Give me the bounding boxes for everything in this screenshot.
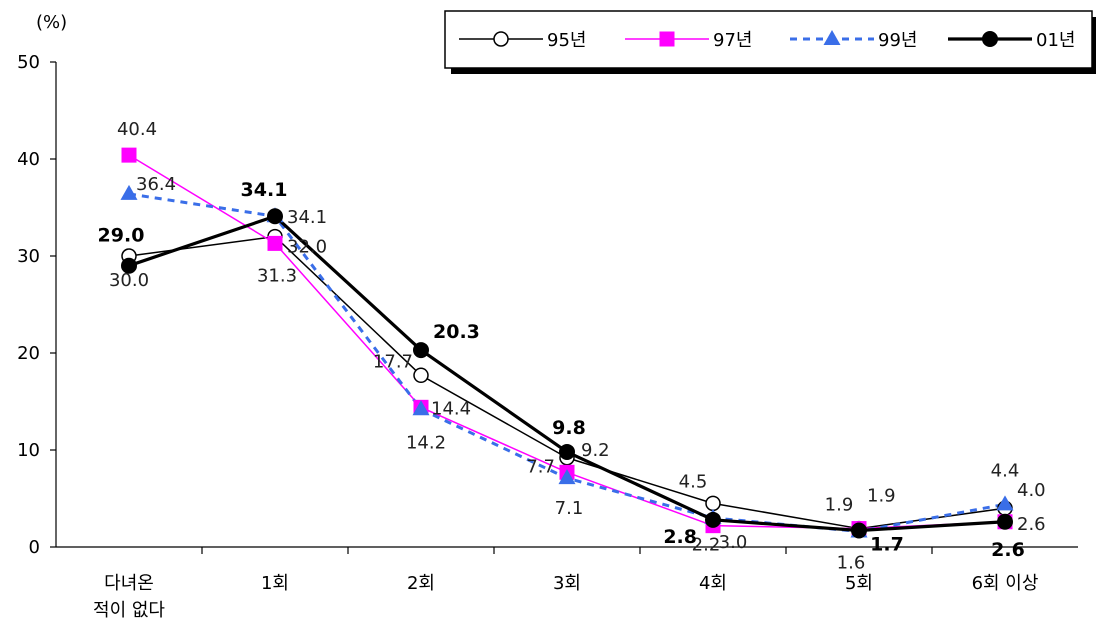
data-point-99년 xyxy=(412,400,430,416)
data-label: 31.3 xyxy=(257,265,297,286)
legend-label-01년: 01년 xyxy=(1036,30,1075,51)
data-label: 1.9 xyxy=(825,495,854,516)
data-point-97년 xyxy=(267,235,283,251)
data-label: 14.2 xyxy=(406,432,446,453)
series-markers xyxy=(120,147,1014,539)
data-label: 1.6 xyxy=(837,552,866,573)
legend: 95년 97년 99년 01년 xyxy=(444,10,1096,74)
data-point-95년 xyxy=(705,495,721,512)
data-labels: 30.0 32.0 17.7 9.2 4.5 1.9 4.0 40.4 31.3 14.4 7.7 2… xyxy=(98,119,1046,573)
data-point-01년 xyxy=(851,522,867,539)
y-tick-label: 0 xyxy=(29,537,40,558)
data-label: 4.0 xyxy=(1017,480,1046,501)
legend-marker-97년 xyxy=(659,31,675,47)
data-label: 32.0 xyxy=(287,237,327,258)
data-label: 4.5 xyxy=(679,471,708,492)
data-point-95년 xyxy=(413,367,429,384)
x-tick-label: 1회 xyxy=(261,573,289,594)
data-label: 1.7 xyxy=(870,534,904,556)
data-point-01년 xyxy=(705,511,721,528)
data-point-01년 xyxy=(121,257,137,274)
data-label: 7.7 xyxy=(526,456,555,477)
data-label: 9.2 xyxy=(581,440,610,461)
data-label: 17.7 xyxy=(373,351,413,372)
data-label: 2.2 xyxy=(692,535,721,556)
data-point-99년 xyxy=(558,469,576,485)
data-label: 36.4 xyxy=(136,174,176,195)
legend-label-95년: 95년 xyxy=(547,30,586,51)
x-tick-label: 5회 xyxy=(845,573,873,594)
data-label: 2.6 xyxy=(991,539,1025,561)
y-tick-label: 10 xyxy=(17,440,40,461)
data-label: 7.1 xyxy=(555,498,584,519)
data-label: 2.8 xyxy=(663,526,697,548)
data-label: 9.8 xyxy=(552,417,586,439)
x-tick-label: 6회 이상 xyxy=(972,573,1039,594)
data-label: 4.4 xyxy=(991,460,1020,481)
x-tick-label: 다녀온 xyxy=(104,573,154,594)
data-label: 34.1 xyxy=(287,207,327,228)
y-tick-label: 40 xyxy=(17,149,40,170)
data-label: 1.9 xyxy=(867,486,896,507)
data-label: 30.0 xyxy=(109,270,149,291)
data-point-01년 xyxy=(997,513,1013,530)
data-label: 34.1 xyxy=(241,179,288,201)
legend-marker-99년 xyxy=(823,30,841,45)
legend-marker-01년 xyxy=(982,31,998,47)
y-tick-label: 50 xyxy=(17,52,40,73)
data-point-01년 xyxy=(413,342,429,359)
x-tick-label: 적이 없다 xyxy=(93,600,165,621)
y-axis-unit-label: (%) xyxy=(36,12,67,33)
legend-label-99년: 99년 xyxy=(878,30,917,51)
x-tick-label: 4회 xyxy=(699,573,727,594)
data-point-01년 xyxy=(559,443,575,460)
data-label: 20.3 xyxy=(433,321,480,343)
x-tick-label: 2회 xyxy=(407,573,435,594)
legend-marker-95년 xyxy=(493,31,509,47)
data-label: 3.0 xyxy=(719,532,748,553)
y-tick-label: 30 xyxy=(17,246,40,267)
data-point-97년 xyxy=(121,147,137,163)
y-tick-label: 20 xyxy=(17,343,40,364)
data-label: 14.4 xyxy=(431,398,471,419)
data-label: 2.6 xyxy=(1017,514,1046,535)
x-tick-label: 3회 xyxy=(553,573,581,594)
data-point-01년 xyxy=(267,208,283,225)
data-label: 29.0 xyxy=(98,225,145,247)
data-label: 40.4 xyxy=(117,119,157,140)
legend-label-97년: 97년 xyxy=(713,30,752,51)
data-point-99년 xyxy=(120,184,138,200)
data-point-99년 xyxy=(996,495,1014,511)
